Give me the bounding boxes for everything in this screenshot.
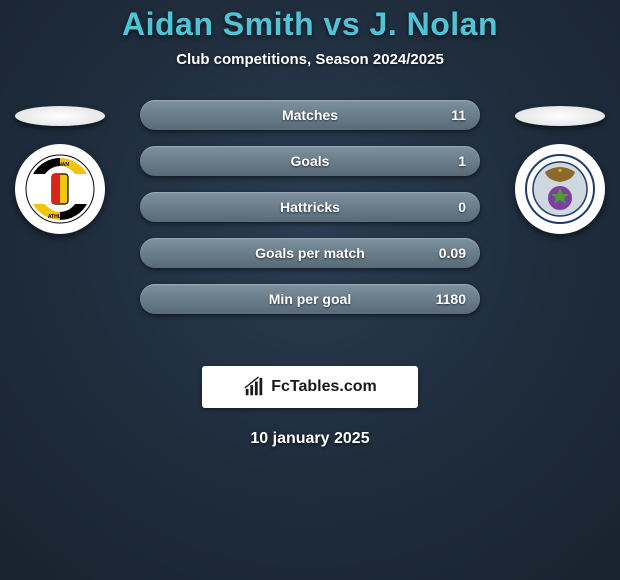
stat-value: 1180 (436, 291, 466, 307)
stat-label: Goals (291, 153, 330, 169)
stat-bar: Matches 11 (140, 100, 480, 130)
stat-label: Hattricks (280, 199, 340, 215)
stat-value: 0 (458, 199, 466, 215)
svg-text:ATHLETIC: ATHLETIC (48, 214, 73, 220)
avatar-placeholder-right (515, 106, 605, 126)
date-label: 10 january 2025 (0, 430, 620, 448)
stat-bar: Min per goal 1180 (140, 284, 480, 314)
avatar-placeholder-left (15, 106, 105, 126)
stat-bar: Hattricks 0 (140, 192, 480, 222)
stat-bar: Goals per match 0.09 (140, 238, 480, 268)
stat-value: 11 (451, 107, 466, 123)
annan-crest-icon: ANNAN ATHLETIC (25, 154, 95, 224)
inverness-crest-icon (525, 154, 595, 224)
stat-value: 1 (458, 153, 466, 169)
stat-bar: Goals 1 (140, 146, 480, 176)
stat-label: Matches (282, 107, 338, 123)
content-wrapper: Aidan Smith vs J. Nolan Club competition… (0, 0, 620, 580)
stat-label: Min per goal (269, 291, 351, 307)
svg-text:ANNAN: ANNAN (51, 162, 69, 168)
subtitle: Club competitions, Season 2024/2025 (0, 51, 620, 68)
stat-label: Goals per match (255, 245, 365, 261)
stat-value: 0.09 (439, 245, 466, 261)
brand-text: FcTables.com (271, 378, 377, 396)
page-title: Aidan Smith vs J. Nolan (0, 6, 620, 43)
brand-badge[interactable]: FcTables.com (202, 366, 418, 408)
team-crest-right (515, 144, 605, 234)
team-crest-left: ANNAN ATHLETIC (15, 144, 105, 234)
comparison-area: ANNAN ATHLETIC Matches 1 (0, 96, 620, 336)
player-left-column: ANNAN ATHLETIC (10, 106, 110, 234)
player-right-column (510, 106, 610, 234)
chart-icon (243, 376, 265, 398)
stat-bars: Matches 11 Goals 1 Hattricks 0 Goals per… (140, 100, 480, 314)
